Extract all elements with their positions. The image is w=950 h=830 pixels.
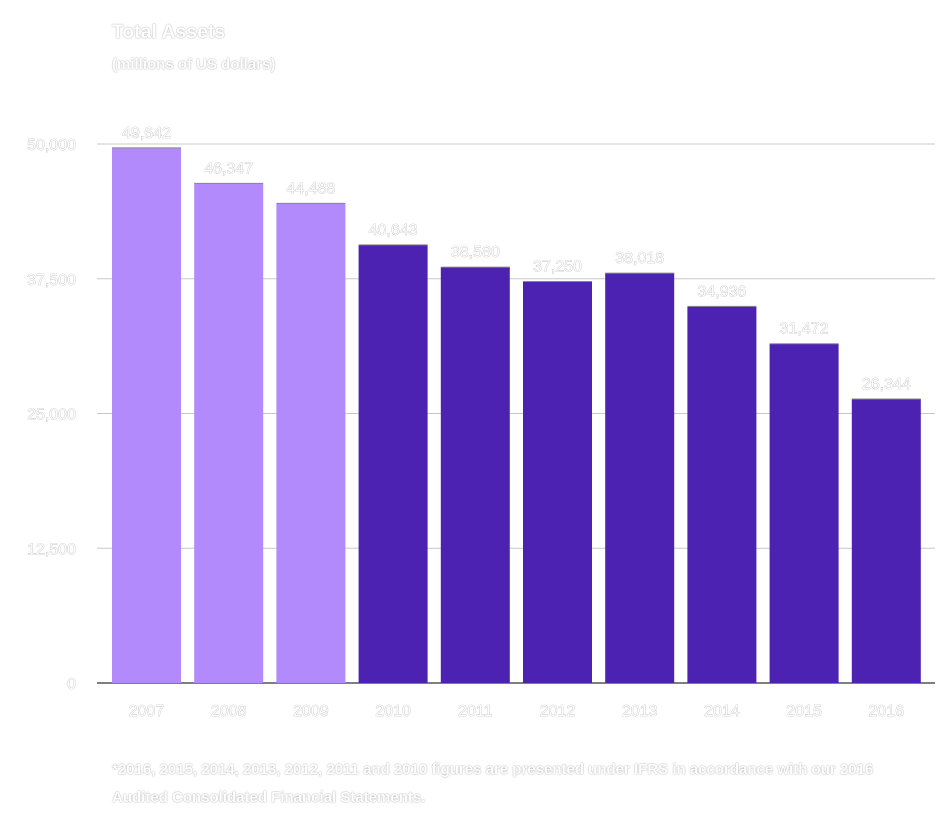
value-label-2015: 31,472: [780, 321, 829, 338]
value-label-2014: 34,936: [697, 283, 746, 300]
value-label-2016: 26,344: [862, 376, 911, 393]
value-label-2010: 40,643: [369, 222, 418, 239]
value-label-2013: 38,018: [615, 250, 664, 267]
y-tick-label: 25,000: [27, 407, 76, 424]
value-labels: 49,642 46,347 44,488 40,643 38,580 37,250 38,0…: [122, 125, 911, 394]
bar-2014: [687, 306, 757, 683]
value-label-2009: 44,488: [286, 180, 335, 197]
x-tick-label-2014: 2014: [704, 703, 740, 720]
chart-subtitle: (millions of US dollars): [112, 56, 276, 73]
y-tick-label: 37,500: [27, 272, 76, 289]
bar-2010: [358, 244, 428, 683]
x-axis-labels: 2007 2008 2009 2010 2011 2012 2013 2014 2015 2016: [128, 703, 905, 721]
x-tick-label-2007: 2007: [129, 703, 165, 720]
bar-2012: [523, 281, 592, 683]
y-tick-label: 0: [67, 676, 76, 693]
value-label-2011: 38,580: [451, 244, 500, 261]
value-label-2008: 46,347: [204, 160, 253, 177]
footnote: *2016, 2015, 2014, 2013, 2012, 2011 and …: [112, 761, 874, 806]
value-label-2012: 37,250: [533, 258, 582, 275]
bar-2007: [112, 147, 181, 683]
bar-chart: 0 12,500 25,000 37,500 50,000 49,642 46,347 44…: [27, 125, 935, 721]
bar-2009: [276, 203, 346, 683]
bar-2008: [194, 183, 264, 683]
x-tick-label-2011: 2011: [458, 703, 493, 720]
y-axis-ticks: 0 12,500 25,000 37,500 50,000: [27, 137, 77, 694]
bar-2011: [440, 267, 510, 683]
bar-2015: [769, 343, 839, 683]
bar-2016: [851, 399, 921, 683]
x-tick-label-2008: 2008: [211, 703, 247, 720]
x-tick-label-2010: 2010: [375, 703, 411, 720]
chart-title: Total Assets: [112, 22, 226, 43]
x-tick-label-2012: 2012: [540, 703, 576, 720]
x-tick-label-2013: 2013: [622, 703, 658, 720]
x-tick-label-2015: 2015: [786, 703, 822, 720]
bars: [112, 147, 921, 683]
x-tick-label-2016: 2016: [869, 703, 905, 720]
value-label-2007: 49,642: [122, 125, 171, 142]
x-tick-label-2009: 2009: [293, 703, 329, 720]
y-tick-label: 12,500: [27, 541, 76, 558]
bar-2013: [605, 273, 675, 683]
y-tick-label: 50,000: [27, 137, 76, 154]
